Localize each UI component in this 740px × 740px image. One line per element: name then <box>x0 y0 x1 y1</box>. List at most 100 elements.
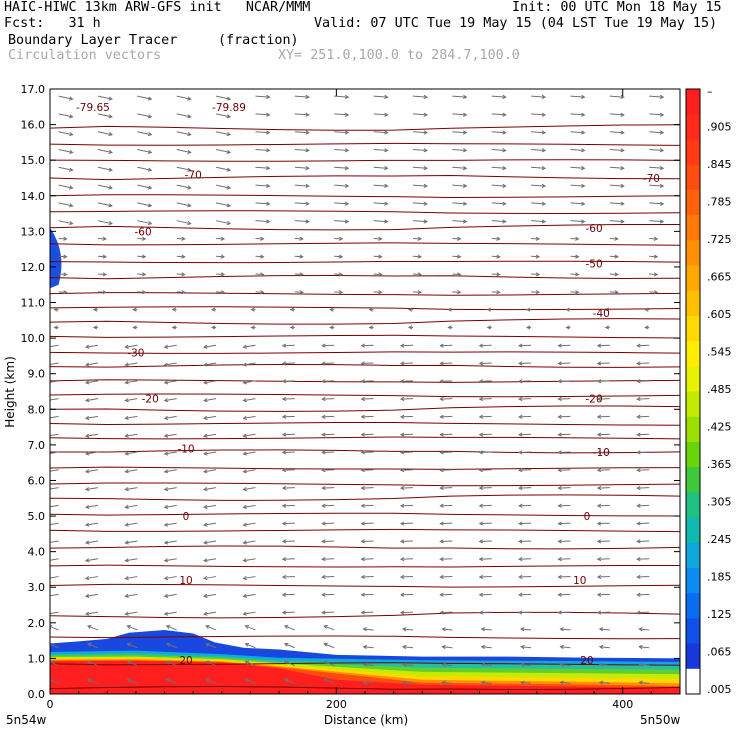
circulation-vector <box>452 184 467 187</box>
circulation-vector-head <box>124 540 129 545</box>
circulation-vector-head <box>384 94 389 100</box>
circulation-vector-head <box>344 148 350 153</box>
circulation-vector-head <box>84 380 90 385</box>
circulation-vector <box>294 184 309 187</box>
circulation-vector-head <box>124 398 129 403</box>
circulation-vector-head <box>441 627 446 632</box>
circulation-vector <box>412 202 428 205</box>
circulation-vector-head <box>305 183 310 188</box>
circulation-vector-head <box>260 290 265 295</box>
temperature-contour-line <box>50 512 680 517</box>
circulation-vector <box>58 113 73 118</box>
circulation-vector-head <box>423 165 429 171</box>
circulation-vector <box>440 344 453 347</box>
circulation-vector <box>412 220 428 223</box>
circulation-vector <box>452 149 467 151</box>
circulation-vector-head <box>480 627 486 632</box>
circulation-vector-head <box>84 398 90 403</box>
circulation-vector <box>637 576 650 578</box>
field-name: Boundary Layer Tracer <box>8 33 178 48</box>
circulation-vector <box>87 625 99 631</box>
circulation-vector-head <box>362 644 368 650</box>
circulation-vector <box>164 344 177 348</box>
contour-label: -10 <box>593 447 610 459</box>
circulation-vector <box>649 184 664 187</box>
circulation-vector <box>137 166 152 171</box>
circulation-vector <box>440 487 453 489</box>
circulation-vector <box>97 131 113 136</box>
circulation-vector-head <box>604 307 610 312</box>
circulation-vector <box>452 113 467 116</box>
circulation-vector-head <box>360 361 365 366</box>
circulation-vector <box>85 540 99 544</box>
circulation-vector-head <box>321 592 326 597</box>
circulation-vector <box>521 664 532 667</box>
circulation-vector-head <box>181 254 186 259</box>
circulation-vector-head <box>478 610 484 615</box>
circulation-vector-head <box>69 167 74 172</box>
circulation-vector-head <box>281 503 287 508</box>
circulation-vector <box>440 522 453 525</box>
circulation-vector-head <box>242 558 247 563</box>
circulation-vector-head <box>260 254 265 259</box>
circulation-vector-head <box>620 112 625 117</box>
header-valid-time: Valid: 07 UTC Tue 19 May 15 (04 LST Tue … <box>314 16 718 31</box>
circulation-vector <box>558 398 571 400</box>
circulation-vector-head <box>439 379 444 384</box>
circulation-vector-head <box>557 468 562 473</box>
circulation-vector-head <box>417 290 423 295</box>
circulation-vector-head <box>462 219 468 224</box>
header-title: HAIC-HIWC 13km ARW-GFS init NCAR/MMM <box>4 0 311 15</box>
circulation-vector-head <box>614 254 619 259</box>
circulation-vector-head <box>636 574 641 580</box>
circulation-vector <box>649 237 658 240</box>
circulation-vector-head <box>518 361 523 366</box>
circulation-vector <box>597 593 610 596</box>
circulation-vector-head <box>203 576 208 581</box>
circulation-vector <box>519 487 532 489</box>
circulation-vector <box>284 678 296 684</box>
circulation-vector <box>570 273 579 276</box>
circulation-vector-head <box>141 254 147 259</box>
circulation-vector <box>50 469 59 472</box>
circulation-vector-head <box>557 414 562 419</box>
circulation-vector-head <box>171 325 177 330</box>
circulation-vector <box>322 540 335 542</box>
circulation-vector <box>255 291 264 293</box>
circulation-vector <box>294 273 303 276</box>
circulation-vector-head <box>620 201 625 206</box>
circulation-vector-head <box>575 254 580 259</box>
circulation-vector <box>243 344 256 348</box>
circulation-vector <box>570 184 585 187</box>
circulation-vector <box>58 166 73 171</box>
colorbar-swatch <box>686 643 700 670</box>
circulation-vector-head <box>384 148 389 153</box>
circulation-vector-head <box>518 610 523 615</box>
circulation-vector-head <box>283 678 289 683</box>
circulation-vector-head <box>399 574 405 580</box>
circulation-vector <box>243 451 256 455</box>
circulation-vector <box>521 628 532 631</box>
circulation-vector <box>125 593 138 597</box>
circulation-vector-head <box>108 221 113 226</box>
circulation-vector <box>50 380 59 383</box>
colorbar-label: .185 <box>707 571 732 584</box>
circulation-vector <box>440 380 453 382</box>
circulation-vector-head <box>281 414 287 419</box>
circulation-vector <box>558 469 571 471</box>
circulation-vector <box>491 273 500 276</box>
temperature-contour-line <box>50 436 680 440</box>
circulation-vector <box>570 202 585 205</box>
circulation-vector-head <box>399 468 405 473</box>
circulation-vector <box>216 255 225 258</box>
circulation-vector <box>361 558 374 560</box>
circulation-vector <box>284 625 296 631</box>
circulation-vector-head <box>299 272 304 277</box>
circulation-vector-head <box>187 167 192 172</box>
circulation-vector-head <box>250 307 255 312</box>
circulation-vector <box>215 149 231 153</box>
temperature-contour-line <box>50 611 680 619</box>
circulation-vector-head <box>220 290 226 295</box>
circulation-vector-head <box>518 432 523 437</box>
circulation-vector-head <box>407 307 413 312</box>
